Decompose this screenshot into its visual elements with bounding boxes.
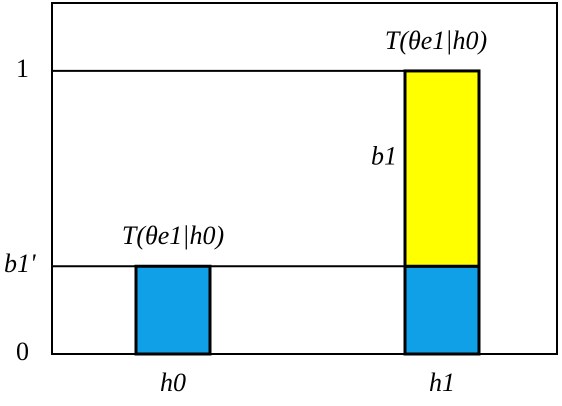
y-tick-label: b1' xyxy=(4,249,36,278)
x-tick-label: h0 xyxy=(160,368,186,397)
plot-frame xyxy=(51,2,558,355)
y-tick-label: 0 xyxy=(16,337,29,366)
annotation: b1 xyxy=(371,142,397,171)
bar-segment xyxy=(403,69,481,268)
annotation: T(θe1|h0) xyxy=(122,221,224,250)
x-tick-label: h1 xyxy=(429,368,455,397)
y-tick-label: 1 xyxy=(16,54,29,83)
annotation: T(θe1|h0) xyxy=(385,26,487,55)
bar-segment xyxy=(134,264,212,356)
bar-segment xyxy=(403,264,481,356)
